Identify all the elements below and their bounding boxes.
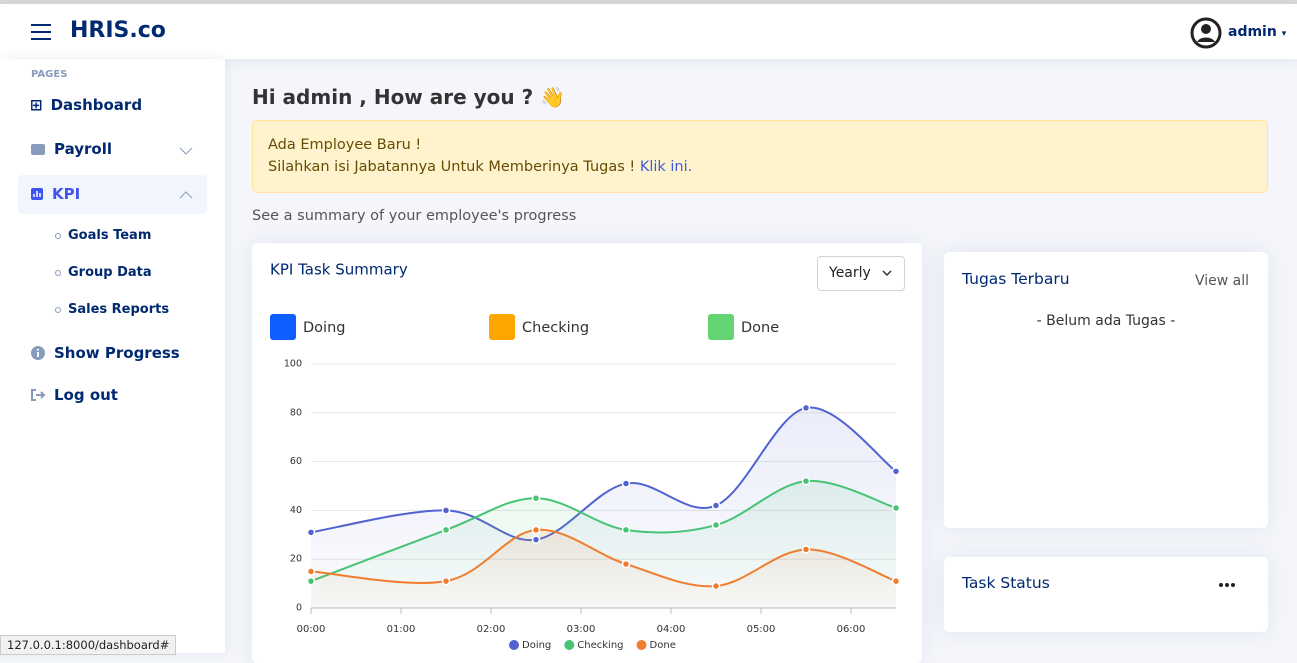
menu-item[interactable]: KPI: [30, 185, 80, 203]
point: [891, 467, 901, 476]
legend-swatch: [489, 314, 515, 340]
point: [621, 479, 631, 488]
alert-title: Ada Employee Baru !: [268, 137, 422, 153]
x-tick-label: 03:00: [567, 624, 596, 635]
point: [441, 506, 451, 515]
point: [306, 576, 316, 586]
x-tick-label: 05:00: [747, 624, 776, 635]
x-tick-label: 04:00: [657, 624, 686, 635]
y-tick-label: 80: [290, 407, 302, 418]
point: [711, 581, 721, 591]
alert-link[interactable]: Klik ini.: [639, 159, 693, 175]
caret: [882, 270, 892, 277]
point: [441, 525, 451, 535]
legend-label: Done: [650, 640, 676, 651]
menu-item[interactable]: Show Progress: [30, 344, 180, 362]
y-tick-label: 60: [290, 456, 302, 467]
alert-text: Silahkan isi Jabatannya Untuk Memberinya…: [268, 159, 636, 175]
header: HRIS.co admin ▾: [0, 4, 1297, 59]
legend-marker: [509, 640, 519, 650]
point: [306, 528, 316, 537]
point: [621, 525, 631, 535]
alert: Ada Employee Baru ! Silahkan isi Jabatan…: [252, 120, 1268, 193]
chart-card: KPI Task Summary Doing Checking Done 0 20 40 60…: [252, 243, 922, 663]
summary: See a summary of your employee's progres…: [252, 208, 577, 224]
task-status-card: Task Status: [944, 557, 1268, 632]
point: [531, 525, 541, 535]
point: [441, 576, 451, 586]
chart-title: KPI Task Summary: [270, 261, 408, 279]
menu-item[interactable]: ⊞ Dashboard: [30, 96, 143, 114]
avatar[interactable]: [1190, 17, 1222, 49]
submenu-item[interactable]: Group Data: [55, 265, 152, 280]
menu-item[interactable]: Log out: [30, 386, 118, 404]
point: [891, 503, 901, 513]
view-all[interactable]: View all: [1195, 273, 1250, 289]
chart: KPI Task Summary Doing Checking Done 0 20 40 60…: [270, 261, 901, 651]
greeting: Hi admin , How are you ? 👋: [252, 85, 566, 109]
legend-label: Doing: [303, 320, 345, 336]
chevron: [179, 147, 193, 155]
area: [311, 529, 896, 608]
legend-marker: [636, 640, 647, 650]
y-tick-label: 100: [284, 359, 302, 370]
point: [801, 545, 811, 554]
menu-item[interactable]: Payroll: [30, 140, 112, 158]
menu-toggle[interactable]: [30, 23, 52, 41]
point: [711, 520, 721, 530]
tasks-card: Tugas Terbaru View all - Belum ada Tugas…: [944, 252, 1268, 528]
legend-label: Checking: [522, 320, 589, 336]
user-name: admin: [1228, 24, 1277, 40]
point: [891, 576, 901, 586]
more-menu[interactable]: [1218, 582, 1236, 588]
y-tick-label: 0: [296, 603, 302, 614]
user-menu[interactable]: admin ▾: [1228, 24, 1287, 40]
icon: [31, 188, 43, 200]
point: [801, 403, 811, 413]
menu-label: KPI: [52, 185, 81, 203]
chevron: [179, 191, 193, 199]
point: [531, 535, 541, 544]
x-tick-label: 02:00: [477, 624, 506, 635]
legend-label: Checking: [577, 640, 623, 651]
legend-swatch: [708, 314, 734, 340]
point: [531, 493, 541, 503]
sidebar: PAGES ⊞ Dashboard Payroll KPI Goals Team …: [0, 59, 225, 653]
x-tick-label: 00:00: [297, 624, 326, 635]
y-tick-label: 40: [290, 505, 302, 516]
legend-swatch: [270, 314, 296, 340]
card-title: Task Status: [962, 574, 1050, 592]
icon: [31, 144, 45, 155]
status-bar: 127.0.0.1:8000/dashboard#: [0, 635, 177, 655]
point: [801, 476, 811, 486]
legend-label: Doing: [522, 640, 551, 651]
section-title: PAGES: [31, 69, 68, 80]
brand[interactable]: HRIS.co: [70, 18, 166, 43]
browser-edge: [0, 0, 1297, 4]
empty-text: - Belum ada Tugas -: [1036, 313, 1176, 329]
point: [711, 501, 721, 510]
period-label: Yearly: [829, 265, 871, 281]
x-tick-label: 01:00: [387, 624, 416, 635]
point: [306, 567, 316, 576]
menu-active-bg: [18, 175, 207, 214]
menu-label: Payroll: [54, 140, 113, 158]
legend-marker: [564, 640, 575, 650]
menu-label: Dashboard: [50, 96, 143, 114]
period-select[interactable]: Yearly: [817, 256, 905, 291]
card-title: Tugas Terbaru: [962, 270, 1070, 288]
legend-label: Done: [741, 320, 779, 336]
menu-label: Show Progress: [54, 344, 180, 362]
x-tick-label: 06:00: [837, 624, 866, 635]
submenu-item[interactable]: Goals Team: [55, 228, 151, 243]
icon: [31, 346, 45, 360]
submenu-item[interactable]: Sales Reports: [55, 302, 169, 317]
icon: [31, 389, 46, 401]
y-tick-label: 20: [290, 554, 302, 565]
menu-label: Log out: [54, 386, 118, 404]
point: [621, 559, 631, 569]
